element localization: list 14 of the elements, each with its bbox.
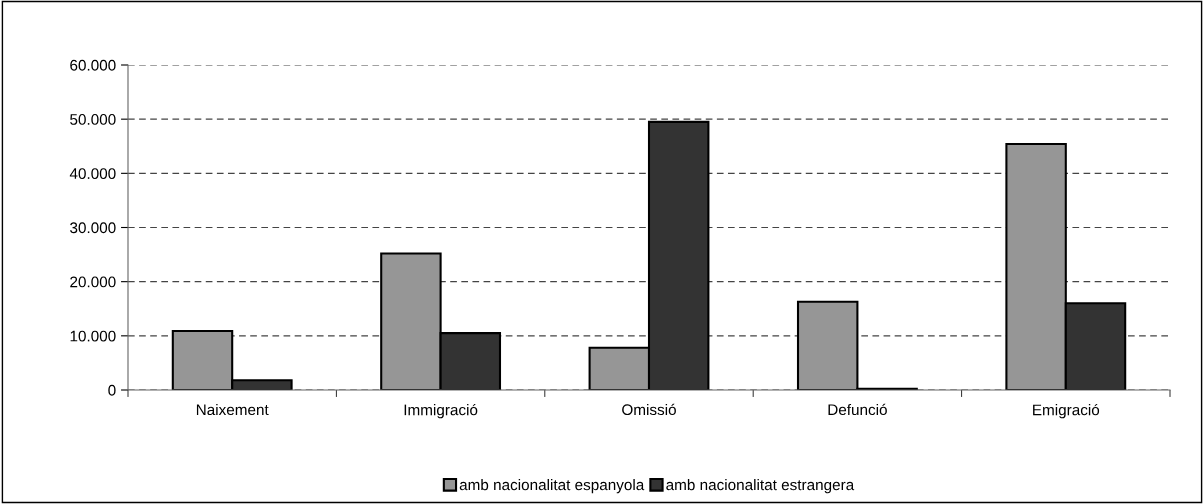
x-tick-label: Defunció	[828, 403, 887, 416]
y-tick-label: 20.000	[70, 276, 116, 288]
x-tick-label: Immigració	[404, 403, 478, 419]
y-tick-label: 10.000	[70, 330, 116, 342]
legend-label: amb nacionalitat estrangera	[666, 479, 855, 494]
y-tick-label: 0	[108, 384, 116, 396]
x-tick-label: Omissió	[622, 403, 676, 416]
y-tick-label: 30.000	[70, 222, 116, 234]
x-tick-label: Emigració	[1033, 403, 1100, 419]
x-tick-label: Naixement	[196, 403, 269, 416]
y-tick-label: 50.000	[70, 114, 116, 125]
y-tick-label: 60.000	[70, 59, 116, 71]
legend-label: amb nacionalitat espanyola	[459, 479, 645, 494]
y-tick-label: 40.000	[69, 168, 116, 180]
